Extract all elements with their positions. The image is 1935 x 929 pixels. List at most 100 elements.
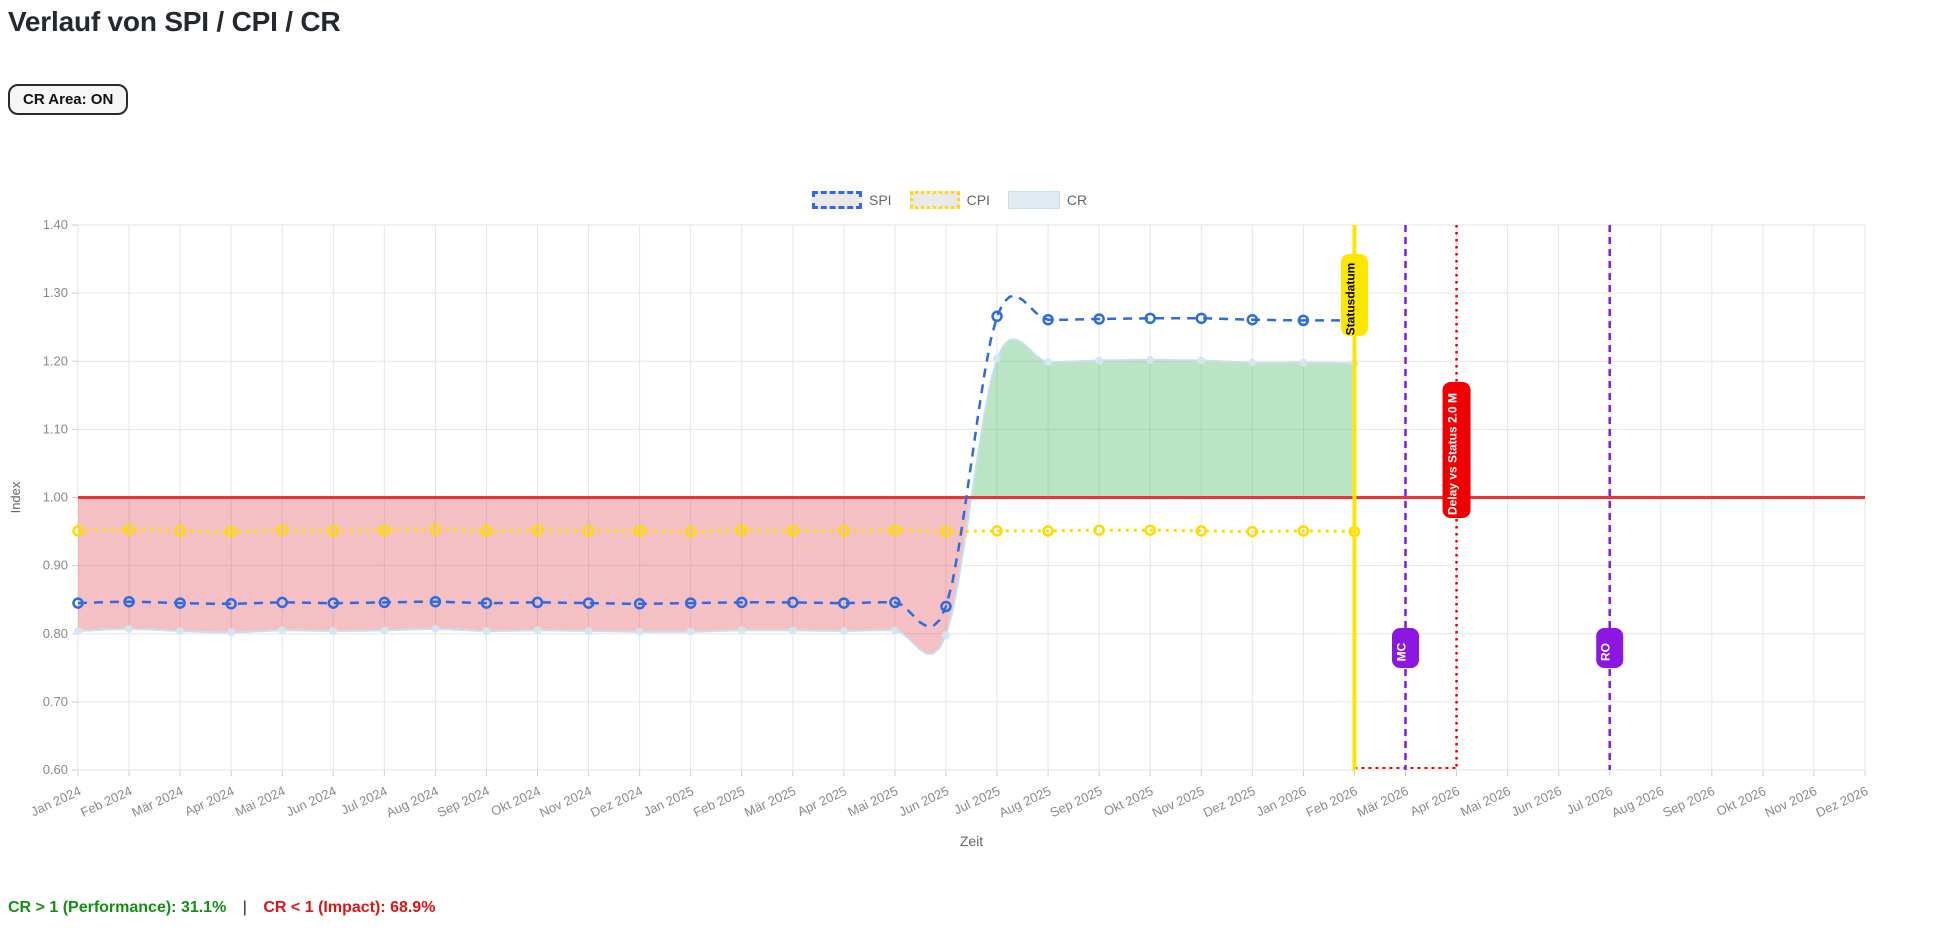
spi-series <box>72 294 1361 628</box>
spi-point <box>787 596 799 609</box>
cr-line <box>77 338 1355 655</box>
y-tick-label: 0.70 <box>43 694 68 709</box>
x-tick-label: Jan 2026 <box>1254 783 1309 819</box>
spi-point <box>582 597 595 609</box>
mc-badge <box>1391 628 1419 668</box>
spi-swatch-icon <box>812 191 862 209</box>
legend-item-cpi[interactable]: CPI <box>909 191 990 209</box>
marker-mc: MC <box>1391 225 1419 770</box>
spi-point <box>940 600 952 613</box>
cpi-point <box>1042 525 1054 537</box>
y-tick-label: 1.20 <box>43 353 68 368</box>
x-tick-label: Sep 2025 <box>1048 783 1105 820</box>
x-tick-label: Dez 2024 <box>588 783 645 820</box>
cr-point <box>584 627 593 636</box>
x-tick-label: Mai 2025 <box>845 783 900 819</box>
spi-point <box>991 310 1003 323</box>
cr-point <box>1197 356 1206 365</box>
cpi-point <box>735 524 748 536</box>
spi-point <box>225 598 237 610</box>
cr-point <box>839 627 848 636</box>
spi-point <box>1297 314 1310 327</box>
spi-point <box>633 598 646 610</box>
cr-point <box>125 624 134 633</box>
ro-badge <box>1596 628 1624 668</box>
spi-point <box>378 596 391 609</box>
y-tick-label: 1.30 <box>43 285 68 300</box>
cr-point <box>1044 357 1053 366</box>
cpi-point <box>174 525 186 537</box>
cpi-point <box>1093 524 1105 536</box>
x-tick-label: Apr 2026 <box>1408 783 1462 819</box>
x-tick-label: Feb 2025 <box>691 783 747 820</box>
cr-point <box>890 626 899 635</box>
y-tick-label: 0.90 <box>43 558 68 573</box>
spi-point <box>123 595 135 608</box>
y-tick-label: 1.10 <box>43 421 68 436</box>
x-tick-label: Apr 2024 <box>182 783 236 819</box>
x-tick-label: Aug 2025 <box>997 783 1054 820</box>
cr-area-negative <box>78 497 972 654</box>
cr-point <box>788 626 797 635</box>
spi-point <box>889 596 901 609</box>
legend-label-spi: SPI <box>869 192 892 208</box>
cr-point <box>1146 355 1155 364</box>
spi-point <box>327 597 340 609</box>
cr-point <box>533 626 542 635</box>
cr-point <box>1095 356 1104 365</box>
cr-point <box>482 627 491 636</box>
statusdatum-badge-label: Statusdatum <box>1343 263 1357 336</box>
spi-line <box>77 294 1355 628</box>
cr-point <box>227 628 236 637</box>
cr-point <box>329 627 338 636</box>
x-tick-label: Jul 2025 <box>951 783 1002 817</box>
x-tick-label: Aug 2026 <box>1609 783 1666 820</box>
cr-point <box>993 354 1002 363</box>
y-tick-label: 1.40 <box>43 217 68 232</box>
cpi-point <box>838 525 850 537</box>
cpi-point <box>72 525 84 537</box>
cpi-point <box>633 525 646 537</box>
cr-area-toggle-button[interactable]: CR Area: ON <box>8 84 129 115</box>
x-tick-label: Feb 2026 <box>1304 783 1360 820</box>
cpi-point <box>684 525 697 538</box>
ro-badge-label: RO <box>1599 643 1613 661</box>
cpi-point <box>1297 525 1310 537</box>
cr-point <box>737 626 746 635</box>
y-axis-title: Index <box>8 481 23 513</box>
cpi-point <box>429 523 442 536</box>
cr-point <box>176 627 185 636</box>
x-tick-label: Nov 2025 <box>1150 783 1207 820</box>
cr-point <box>74 627 82 636</box>
x-axis-title: Zeit <box>960 833 983 849</box>
stat-separator: | <box>242 899 247 916</box>
x-tick-label: Okt 2026 <box>1714 783 1768 819</box>
x-tick-label: Mai 2026 <box>1458 783 1513 819</box>
cpi-point <box>327 525 340 537</box>
x-tick-label: Jun 2026 <box>1509 783 1564 819</box>
x-tick-label: Apr 2025 <box>795 783 849 819</box>
marker-statusdatum: Statusdatum <box>1340 225 1368 770</box>
y-tick-label: 0.80 <box>43 626 68 641</box>
legend-item-cr[interactable]: CR <box>1007 191 1087 209</box>
cr-area-positive <box>971 339 1355 498</box>
x-tick-label: Aug 2024 <box>384 783 441 820</box>
cr-point <box>1299 358 1308 367</box>
cpi-point <box>1195 525 1208 537</box>
legend-item-spi[interactable]: SPI <box>812 191 892 209</box>
cr-impact-stat: CR < 1 (Impact): 68.9% <box>263 899 436 916</box>
cr-summary: CR > 1 (Performance): 31.1% | CR < 1 (Im… <box>8 899 435 917</box>
cr-point <box>1248 358 1257 367</box>
cpi-swatch-icon <box>909 191 960 209</box>
marker-ro: RO <box>1596 225 1624 770</box>
y-tick-label: 0.60 <box>43 762 68 777</box>
spi-point <box>1195 312 1208 325</box>
spi-point <box>276 596 288 609</box>
x-tick-label: Okt 2025 <box>1101 783 1155 819</box>
spi-point <box>684 597 697 609</box>
spi-point <box>838 597 850 609</box>
spi-point <box>735 596 748 609</box>
x-tick-label: Jul 2026 <box>1564 783 1615 817</box>
marker-delay: Delay vs Status 2.0 M <box>1442 225 1471 770</box>
